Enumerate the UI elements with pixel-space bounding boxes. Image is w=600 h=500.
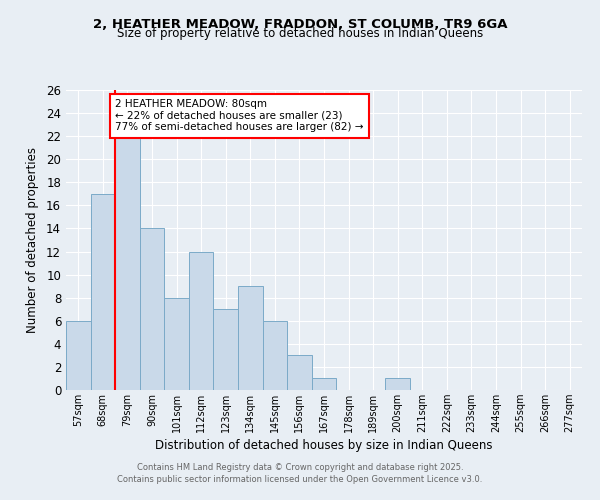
Text: 2 HEATHER MEADOW: 80sqm
← 22% of detached houses are smaller (23)
77% of semi-de: 2 HEATHER MEADOW: 80sqm ← 22% of detache… [115, 99, 364, 132]
Bar [140, 228, 164, 390]
Bar [189, 252, 214, 390]
Bar [115, 136, 140, 390]
Y-axis label: Number of detached properties: Number of detached properties [26, 147, 39, 333]
Text: Contains HM Land Registry data © Crown copyright and database right 2025.: Contains HM Land Registry data © Crown c… [137, 464, 463, 472]
Bar [214, 309, 238, 390]
Bar [263, 321, 287, 390]
Text: Contains public sector information licensed under the Open Government Licence v3: Contains public sector information licen… [118, 475, 482, 484]
X-axis label: Distribution of detached houses by size in Indian Queens: Distribution of detached houses by size … [155, 439, 493, 452]
Bar [66, 321, 91, 390]
Bar [287, 356, 312, 390]
Bar [238, 286, 263, 390]
Bar [164, 298, 189, 390]
Bar [312, 378, 336, 390]
Text: Size of property relative to detached houses in Indian Queens: Size of property relative to detached ho… [117, 28, 483, 40]
Text: 2, HEATHER MEADOW, FRADDON, ST COLUMB, TR9 6GA: 2, HEATHER MEADOW, FRADDON, ST COLUMB, T… [93, 18, 507, 30]
Bar [91, 194, 115, 390]
Bar [385, 378, 410, 390]
